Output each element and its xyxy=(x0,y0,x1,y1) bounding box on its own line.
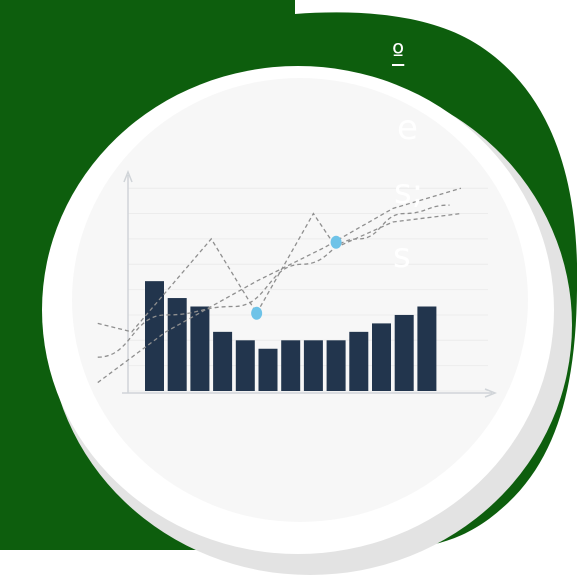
highlight-point-1 xyxy=(251,306,263,320)
highlight-point-2 xyxy=(330,235,342,249)
bar-8 xyxy=(303,340,323,391)
edge-text-4: s xyxy=(393,236,411,276)
bar-12 xyxy=(394,314,414,391)
edge-text-3: s; xyxy=(394,172,424,212)
bar-line-chart xyxy=(97,169,498,398)
edge-text-2: e xyxy=(397,108,418,148)
dashed-line-a xyxy=(97,212,462,333)
highlight-points-group xyxy=(251,235,342,320)
bar-1 xyxy=(145,281,164,391)
bar-13 xyxy=(417,306,437,391)
bar-5 xyxy=(235,340,255,391)
bar-7 xyxy=(281,340,301,391)
circle-inner xyxy=(72,78,528,522)
bar-10 xyxy=(349,331,369,391)
bar-4 xyxy=(213,331,233,391)
bar-3 xyxy=(190,306,210,391)
bars-group xyxy=(145,281,437,391)
dashed-lines-group xyxy=(97,187,462,384)
bar-9 xyxy=(326,340,346,391)
bar-2 xyxy=(167,298,187,391)
x-axis-arrow xyxy=(484,388,498,398)
dashed-curve-b xyxy=(97,204,450,358)
edge-text-1: º xyxy=(392,39,405,69)
bar-6 xyxy=(258,348,278,391)
dashed-line-c xyxy=(97,187,462,384)
y-axis-arrow xyxy=(123,169,133,183)
bar-11 xyxy=(372,323,391,391)
